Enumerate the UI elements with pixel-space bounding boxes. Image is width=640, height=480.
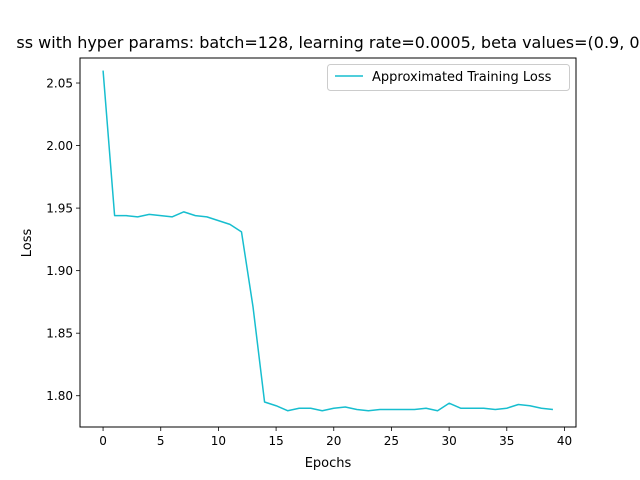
y-tick-label: 2.00 bbox=[46, 139, 73, 153]
legend-box bbox=[327, 64, 570, 91]
x-tick-label: 5 bbox=[157, 434, 165, 448]
series-line bbox=[102, 70, 554, 412]
x-tick-label: 20 bbox=[326, 434, 341, 448]
series-layer bbox=[102, 70, 554, 412]
y-tick-label: 1.80 bbox=[46, 389, 73, 403]
legend: Approximated Training Loss bbox=[327, 64, 570, 91]
x-tick-label: 0 bbox=[99, 434, 107, 448]
x-tick-label: 40 bbox=[557, 434, 572, 448]
legend-label: Approximated Training Loss bbox=[372, 70, 552, 85]
y-tick-label: 1.95 bbox=[46, 202, 73, 216]
y-tick-label: 2.05 bbox=[46, 77, 73, 91]
x-tick-label: 15 bbox=[268, 434, 283, 448]
y-tick-label: 1.90 bbox=[46, 264, 73, 278]
plot-area-frame bbox=[79, 57, 577, 428]
x-tick-label: 25 bbox=[384, 434, 399, 448]
y-tick-label: 1.85 bbox=[46, 327, 73, 341]
chart-title: ss with hyper params: batch=128, learnin… bbox=[16, 33, 639, 52]
x-tick-label: 10 bbox=[211, 434, 226, 448]
x-tick-label: 35 bbox=[499, 434, 514, 448]
x-axis-label: Epochs bbox=[305, 456, 352, 471]
axis-ticks: 0 5 10 15 20 25 30 35 40 1.80 1.85 1.90 1.95 2.00 2.05 bbox=[46, 77, 572, 448]
y-axis-label: Loss bbox=[20, 229, 35, 258]
x-tick-label: 30 bbox=[441, 434, 456, 448]
